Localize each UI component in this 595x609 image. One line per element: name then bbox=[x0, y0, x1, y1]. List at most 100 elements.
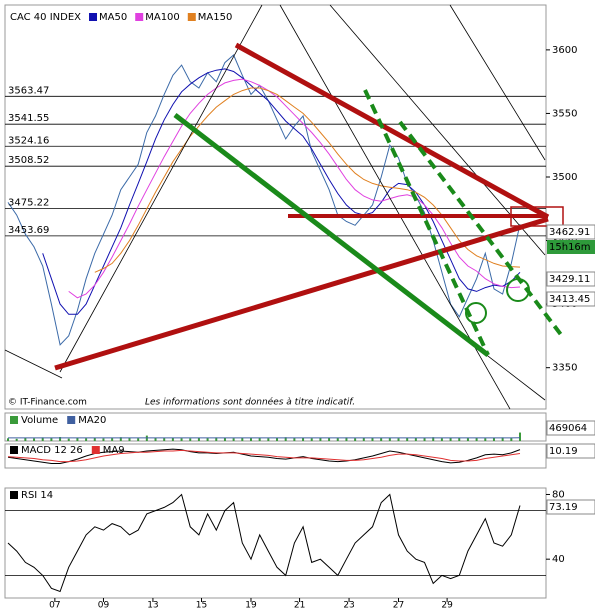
volume-bar bbox=[223, 437, 226, 441]
y-tick-label: 40 bbox=[552, 554, 565, 565]
y-tick-label: 3550 bbox=[552, 108, 577, 119]
volume-bar bbox=[362, 437, 365, 441]
volume-bar bbox=[406, 437, 409, 441]
macd-value-box bbox=[546, 443, 595, 459]
series-line bbox=[94, 87, 521, 273]
volume-bar bbox=[206, 438, 209, 441]
x-tick-label: 21 bbox=[294, 601, 305, 609]
volume-bar bbox=[15, 438, 18, 441]
volume-bar bbox=[475, 437, 478, 441]
volume-bar bbox=[302, 437, 305, 441]
volume-bar bbox=[293, 438, 296, 441]
ma150-value: 3429.11 bbox=[549, 274, 590, 285]
rsi-value: 73.19 bbox=[549, 502, 578, 513]
trendlines bbox=[4, 4, 564, 410]
volume-bar bbox=[24, 437, 27, 441]
legend-swatch bbox=[10, 416, 18, 424]
y-tick-label: 3600 bbox=[552, 45, 577, 56]
volume-bar bbox=[33, 438, 36, 441]
ma150-value-box bbox=[546, 271, 595, 287]
volume-bar bbox=[41, 437, 44, 441]
time-label: 15h16m bbox=[549, 242, 591, 253]
series-line bbox=[7, 493, 521, 593]
volume-bar bbox=[267, 438, 270, 441]
series-line bbox=[7, 54, 521, 346]
y-tick-label: 80 bbox=[552, 489, 565, 500]
volume-bar bbox=[336, 438, 339, 441]
legend-swatch bbox=[89, 13, 98, 21]
time-box bbox=[547, 240, 595, 254]
volume-bar bbox=[328, 437, 331, 441]
volume-bar bbox=[7, 438, 9, 441]
ma100-value-box bbox=[546, 291, 595, 307]
volume-bar bbox=[171, 437, 174, 441]
legend-label: MA20 bbox=[78, 415, 106, 426]
volume-bar bbox=[249, 438, 252, 441]
volume-bar bbox=[380, 438, 383, 441]
disclaimer: Les informations sont données à titre in… bbox=[145, 397, 355, 408]
volume-bar bbox=[397, 438, 400, 441]
volume-bar bbox=[111, 438, 114, 441]
legend-swatch bbox=[91, 446, 100, 454]
legend-label: RSI 14 bbox=[21, 490, 53, 501]
last-price: 3462.91 bbox=[549, 227, 590, 238]
volume-bar bbox=[76, 437, 79, 441]
x-tick-label: 27 bbox=[393, 601, 404, 609]
rsi-value-box bbox=[546, 499, 595, 515]
level-label: 3541.55 bbox=[8, 113, 49, 124]
volume-bar bbox=[501, 437, 504, 441]
volume-bar bbox=[510, 438, 513, 441]
volume-bar bbox=[423, 438, 426, 441]
x-tick-label: 23 bbox=[343, 601, 354, 609]
legend-swatch bbox=[135, 13, 144, 21]
volume-bar bbox=[163, 438, 166, 441]
volume-value-box bbox=[546, 420, 595, 436]
legend-label: CAC 40 INDEX bbox=[10, 12, 81, 23]
ma100-value: 3413.45 bbox=[549, 294, 590, 305]
volume-bar bbox=[85, 438, 88, 441]
level-label: 3475.22 bbox=[8, 198, 49, 209]
volume-bar bbox=[371, 437, 374, 441]
x-tick-label: 07 bbox=[49, 601, 60, 609]
volume-bar bbox=[440, 438, 443, 441]
y-tick-label: 3350 bbox=[552, 363, 577, 374]
volume-bar bbox=[154, 437, 157, 441]
x-tick-label: 13 bbox=[147, 601, 158, 609]
volume-bar bbox=[345, 437, 348, 441]
rsi-panel bbox=[4, 487, 547, 599]
volume-bar bbox=[519, 432, 521, 441]
legend-swatch bbox=[10, 446, 18, 454]
series-line bbox=[7, 449, 521, 463]
legend-label: MA100 bbox=[145, 12, 180, 23]
legend-label: MA50 bbox=[99, 12, 127, 23]
x-tick-label: 09 bbox=[98, 601, 110, 609]
volume-bar bbox=[189, 438, 192, 441]
x-tick-label: 29 bbox=[441, 601, 453, 609]
price-panel bbox=[4, 4, 547, 410]
level-label: 3524.16 bbox=[8, 135, 49, 146]
volume-bar bbox=[137, 438, 140, 441]
volume-bar bbox=[310, 438, 313, 441]
y-tick-label: 3500 bbox=[552, 172, 577, 183]
volume-bar bbox=[67, 438, 70, 441]
volume-bar bbox=[232, 438, 235, 441]
legend-swatch bbox=[187, 13, 196, 21]
volume-bar bbox=[215, 437, 218, 441]
series-line bbox=[42, 68, 521, 315]
level-label: 3563.47 bbox=[8, 85, 49, 96]
volume-bar bbox=[354, 438, 357, 441]
volume-bar bbox=[284, 437, 287, 441]
legend-swatch bbox=[10, 491, 18, 499]
volume-bar bbox=[484, 438, 487, 441]
level-label: 3453.69 bbox=[8, 225, 49, 236]
footer: © IT-Finance.com bbox=[8, 398, 87, 408]
volume-bar bbox=[50, 438, 53, 441]
volume-bar bbox=[466, 438, 469, 441]
legend-label: MA150 bbox=[198, 12, 233, 23]
volume-bar bbox=[449, 437, 452, 441]
volume-bar bbox=[197, 437, 200, 441]
volume-bar bbox=[59, 437, 62, 441]
volume-bar bbox=[414, 437, 417, 441]
volume-value: 469064 bbox=[549, 423, 587, 434]
